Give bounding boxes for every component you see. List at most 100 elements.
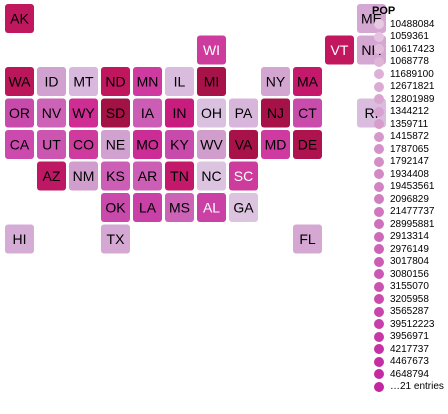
legend-item[interactable]: 3080156	[372, 268, 444, 281]
legend-item[interactable]: 1068778	[372, 56, 444, 69]
state-tile-nj: NJ	[261, 98, 290, 128]
state-tile-sc: SC	[229, 161, 258, 191]
legend-label: 4217737	[390, 343, 429, 355]
legend-item[interactable]: 1415872	[372, 131, 444, 144]
state-tile-rect	[37, 67, 66, 96]
state-tile-nc: NC	[197, 161, 226, 191]
legend-item[interactable]: 19453561	[372, 181, 444, 194]
legend-label: 28995881	[390, 218, 435, 230]
legend-item[interactable]: 10617423	[372, 43, 444, 56]
state-tile-label: NM	[73, 168, 95, 184]
legend-swatch	[374, 156, 384, 167]
legend-item[interactable]: 1059361	[372, 31, 444, 44]
legend-item[interactable]: 21477737	[372, 206, 444, 219]
state-tile-tx: TX	[101, 224, 130, 254]
state-tile-rect	[5, 224, 34, 254]
legend-item[interactable]: 1792147	[372, 156, 444, 169]
legend-item[interactable]: 3155070	[372, 281, 444, 294]
state-tile-nd: ND	[101, 67, 130, 96]
legend-label: 3205958	[390, 293, 429, 305]
legend-item[interactable]: 3565287	[372, 306, 444, 319]
legend-label: 1068778	[390, 56, 429, 68]
state-tile-rect	[101, 130, 130, 159]
legend-item[interactable]: 3017804	[372, 256, 444, 269]
legend-label: …21 entries	[390, 381, 444, 393]
legend-label: 1344212	[390, 106, 429, 118]
legend-swatch	[374, 281, 384, 292]
legend-item[interactable]: 1787065	[372, 143, 444, 156]
legend-more-item[interactable]: …21 entries	[372, 381, 444, 394]
state-tile-label: CT	[298, 105, 317, 121]
legend-swatch	[374, 81, 384, 92]
legend-label: 21477737	[390, 206, 435, 218]
legend-item[interactable]: 1359711	[372, 118, 444, 131]
state-tile-rect	[101, 98, 130, 128]
state-tile-wi: WI	[197, 35, 226, 65]
state-tile-ut: UT	[37, 130, 66, 159]
state-tile-rect	[165, 67, 194, 96]
legend-label: 1787065	[390, 143, 429, 155]
state-tile-label: OK	[105, 200, 126, 216]
state-tile-wv: WV	[197, 130, 226, 159]
legend-swatch	[374, 256, 384, 267]
legend-swatch	[374, 44, 384, 55]
state-tile-label: PA	[235, 105, 253, 121]
legend-item[interactable]: 12671821	[372, 81, 444, 94]
legend-label: 3565287	[390, 306, 429, 318]
state-tile-rect	[165, 130, 194, 159]
state-tile-label: AZ	[43, 168, 61, 184]
legend-item[interactable]: 4467673	[372, 356, 444, 369]
legend: POP 10488084 1059361 10617423 1068778 116891…	[372, 4, 444, 393]
legend-label: 3956971	[390, 331, 429, 343]
legend-swatch	[374, 169, 384, 180]
state-tile-label: FL	[299, 231, 316, 247]
legend-swatch	[374, 19, 384, 30]
legend-item[interactable]: 2976149	[372, 243, 444, 256]
state-tile-label: LA	[139, 200, 157, 216]
state-tile-rect	[261, 130, 290, 159]
state-tile-de: DE	[293, 130, 322, 159]
state-tile-sd: SD	[101, 98, 130, 128]
legend-swatch	[374, 381, 384, 392]
legend-item[interactable]: 3205958	[372, 293, 444, 306]
state-tile-rect	[197, 161, 226, 191]
legend-item[interactable]: 11689100	[372, 68, 444, 81]
state-tile-label: MN	[137, 74, 159, 90]
state-tile-label: MO	[136, 137, 159, 153]
state-tile-label: GA	[233, 200, 254, 216]
legend-item[interactable]: 10488084	[372, 18, 444, 31]
legend-swatch	[374, 344, 384, 355]
state-tile-ct: CT	[293, 98, 322, 128]
state-tile-label: ND	[105, 74, 125, 90]
legend-item[interactable]: 2913314	[372, 231, 444, 244]
legend-swatch	[374, 31, 384, 42]
state-tile-ia: IA	[133, 98, 162, 128]
legend-swatch	[374, 69, 384, 80]
state-tile-il: IL	[165, 67, 194, 96]
legend-item[interactable]: 1344212	[372, 106, 444, 119]
legend-item[interactable]: 28995881	[372, 218, 444, 231]
legend-item[interactable]: 4217737	[372, 343, 444, 356]
legend-swatch	[374, 94, 384, 105]
state-tile-ar: AR	[133, 161, 162, 191]
legend-item[interactable]: 39512223	[372, 318, 444, 331]
legend-label: 2976149	[390, 243, 429, 255]
state-tile-id: ID	[37, 67, 66, 96]
legend-item[interactable]: 3956971	[372, 331, 444, 344]
legend-label: 1059361	[390, 31, 429, 43]
legend-item[interactable]: 4648794	[372, 368, 444, 381]
state-tile-label: OH	[201, 105, 222, 121]
state-tile-label: TN	[170, 168, 189, 184]
legend-swatch	[374, 331, 384, 342]
legend-items: 10488084 1059361 10617423 1068778 11689100 12…	[372, 18, 444, 393]
legend-label: 3155070	[390, 281, 429, 293]
legend-item[interactable]: 2096829	[372, 193, 444, 206]
state-tile-label: MA	[297, 74, 319, 90]
state-tile-rect	[293, 130, 322, 159]
state-tile-rect	[133, 67, 162, 96]
state-tile-rect	[69, 98, 98, 128]
state-tile-rect	[197, 67, 226, 96]
legend-item[interactable]: 12801989	[372, 93, 444, 106]
legend-item[interactable]: 1934408	[372, 168, 444, 181]
state-tile-mo: MO	[133, 130, 162, 159]
